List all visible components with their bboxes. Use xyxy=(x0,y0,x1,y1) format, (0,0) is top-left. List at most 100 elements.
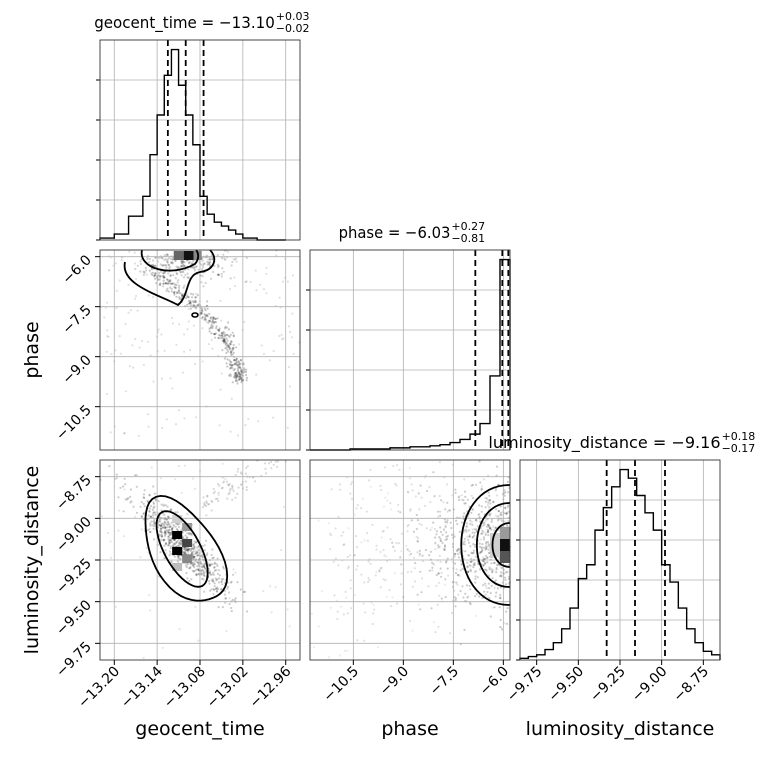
xtick-label-geocent_time: −13.02 xyxy=(204,664,252,712)
scatter-point xyxy=(236,492,239,495)
scatter-point xyxy=(122,485,125,488)
scatter-point xyxy=(288,331,292,334)
scatter-point xyxy=(507,520,510,523)
scatter-point xyxy=(191,569,194,573)
scatter-point xyxy=(239,588,242,591)
scatter-point xyxy=(217,273,220,277)
scatter-point xyxy=(176,272,179,275)
scatter-point xyxy=(173,285,176,288)
scatter-point xyxy=(225,346,228,349)
scatter-point xyxy=(496,519,499,522)
scatter-point xyxy=(168,539,171,542)
scatter-point xyxy=(457,574,460,577)
scatter-point xyxy=(191,551,194,554)
scatter-point xyxy=(468,533,471,536)
scatter-point xyxy=(371,523,374,527)
scatter-point xyxy=(234,258,237,261)
scatter-point xyxy=(165,518,168,522)
scatter-point xyxy=(247,417,250,421)
scatter-point xyxy=(197,561,200,565)
scatter-point xyxy=(276,460,280,463)
scatter-point xyxy=(446,483,449,486)
scatter-point xyxy=(229,277,232,280)
scatter-point xyxy=(400,563,403,566)
scatter-point xyxy=(200,268,204,271)
scatter-point xyxy=(495,508,498,511)
scatter-point xyxy=(448,509,451,512)
scatter-point xyxy=(229,367,232,370)
scatter-point xyxy=(410,570,413,573)
scatter-point xyxy=(168,265,172,269)
scatter-point xyxy=(488,506,491,509)
scatter-point xyxy=(255,373,258,376)
scatter-point xyxy=(507,563,510,567)
scatter-point xyxy=(442,529,445,532)
scatter-point xyxy=(174,525,177,528)
scatter-point xyxy=(212,492,215,495)
scatter-point xyxy=(197,545,200,548)
scatter-point xyxy=(282,280,285,283)
scatter-point xyxy=(213,566,216,569)
scatter-point xyxy=(282,505,285,508)
scatter-point xyxy=(224,258,227,261)
scatter-point xyxy=(486,528,489,532)
scatter-point xyxy=(159,518,162,522)
scatter-point xyxy=(482,584,485,587)
scatter-point xyxy=(221,486,224,489)
scatter-point xyxy=(221,257,224,260)
scatter-point xyxy=(232,573,235,576)
scatter-point xyxy=(478,595,481,598)
scatter-point xyxy=(177,409,181,412)
scatter-point xyxy=(229,342,232,345)
scatter-point xyxy=(142,512,145,515)
scatter-point xyxy=(142,493,146,496)
scatter-point xyxy=(175,527,178,531)
scatter-point xyxy=(237,361,240,364)
scatter-point xyxy=(480,505,483,508)
scatter-point xyxy=(148,510,151,513)
scatter-point xyxy=(216,586,219,589)
scatter-point xyxy=(195,573,198,576)
scatter-point xyxy=(409,508,412,511)
scatter-point xyxy=(434,541,437,544)
scatter-point xyxy=(267,462,270,465)
scatter-point xyxy=(208,261,211,264)
scatter-point xyxy=(196,565,199,568)
scatter-point xyxy=(480,532,483,535)
scatter-point xyxy=(440,575,443,578)
scatter-point xyxy=(424,504,427,507)
scatter-point xyxy=(139,505,142,508)
scatter-point xyxy=(159,529,162,533)
scatter-point xyxy=(365,532,369,535)
scatter-point xyxy=(480,551,483,554)
scatter-point xyxy=(180,539,183,542)
scatter-point xyxy=(466,565,469,568)
scatter-point xyxy=(193,569,197,572)
scatter-point xyxy=(106,531,109,535)
scatter-point xyxy=(170,282,173,285)
scatter-point xyxy=(217,606,220,609)
scatter-point xyxy=(223,340,226,343)
scatter-point xyxy=(356,504,359,507)
scatter-point xyxy=(410,483,413,486)
scatter-point xyxy=(208,582,211,585)
scatter-point xyxy=(254,269,257,272)
scatter-point xyxy=(221,606,224,609)
panel-title-luminosity_distance: luminosity_distance = −9.16 xyxy=(488,433,720,453)
scatter-point xyxy=(191,260,195,263)
scatter-point xyxy=(334,527,337,530)
scatter-point xyxy=(152,264,155,267)
scatter-point xyxy=(364,611,367,614)
scatter-point xyxy=(194,301,197,304)
scatter-point xyxy=(470,557,473,560)
scatter-point xyxy=(235,260,238,263)
scatter-point xyxy=(272,350,275,353)
scatter-point xyxy=(171,322,174,325)
scatter-point xyxy=(218,484,221,487)
scatter-point xyxy=(160,535,164,538)
scatter-point xyxy=(384,579,387,582)
scatter-point xyxy=(240,471,243,474)
scatter-point xyxy=(153,274,156,277)
scatter-point xyxy=(163,531,167,534)
scatter-point xyxy=(432,471,435,474)
